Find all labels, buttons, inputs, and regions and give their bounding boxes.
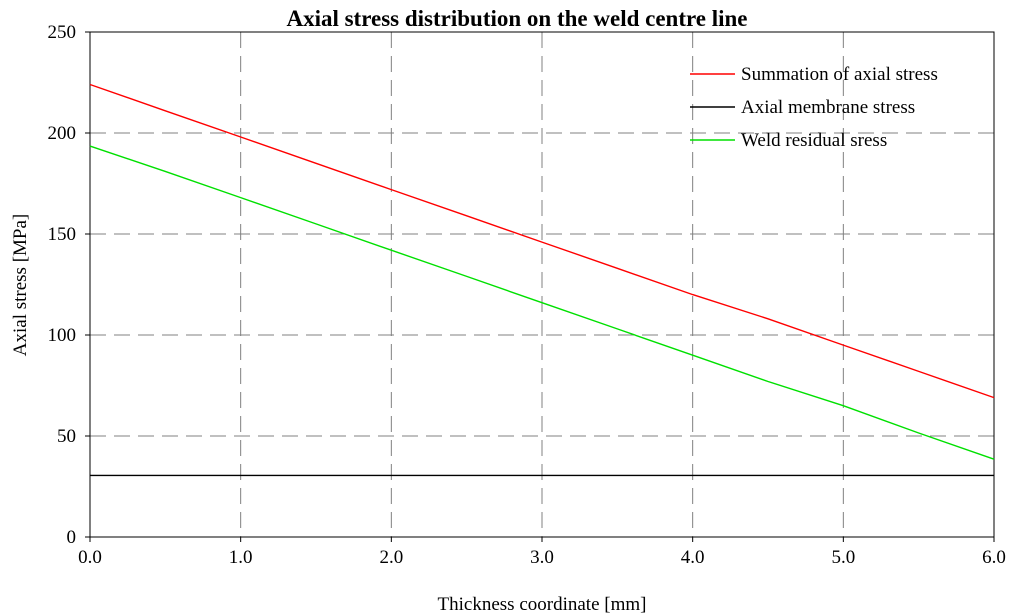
- x-tick-label: 5.0: [831, 547, 855, 568]
- x-tick-label: 4.0: [681, 547, 705, 568]
- x-tick-label: 0.0: [78, 547, 102, 568]
- y-tick-label: 200: [48, 123, 77, 144]
- y-tick-label: 100: [48, 325, 77, 346]
- series-lines: [89, 83, 995, 477]
- legend-label-summation-of-axial-stress: Summation of axial stress: [741, 64, 938, 85]
- x-tick-label: 2.0: [379, 547, 403, 568]
- y-tick-label: 150: [48, 224, 77, 245]
- grid-lines: [90, 32, 994, 537]
- y-axis-label: Axial stress [MPa]: [10, 214, 31, 356]
- axis-ticks: 0.0 1.0 2.0 3.0 4.0 5.0 6.0 0 50 100 150 200 250: [48, 22, 1006, 568]
- chart-title: Axial stress distribution on the weld ce…: [286, 6, 747, 31]
- series-line-weld-residual-sress: [89, 145, 995, 460]
- y-tick-label: 50: [57, 426, 76, 447]
- x-axis-label: Thickness coordinate [mm]: [438, 594, 647, 615]
- y-tick-label: 250: [48, 22, 77, 43]
- x-tick-label: 1.0: [229, 547, 253, 568]
- y-tick-label: 0: [67, 527, 77, 548]
- x-tick-label: 3.0: [530, 547, 554, 568]
- legend: Summation of axial stress Axial membrane …: [690, 64, 938, 151]
- x-tick-label: 6.0: [982, 547, 1006, 568]
- legend-label-axial-membrane-stress: Axial membrane stress: [741, 97, 915, 118]
- series-line-summation-of-axial-stress: [89, 83, 995, 399]
- legend-label-weld-residual-sress: Weld residual sress: [741, 130, 887, 151]
